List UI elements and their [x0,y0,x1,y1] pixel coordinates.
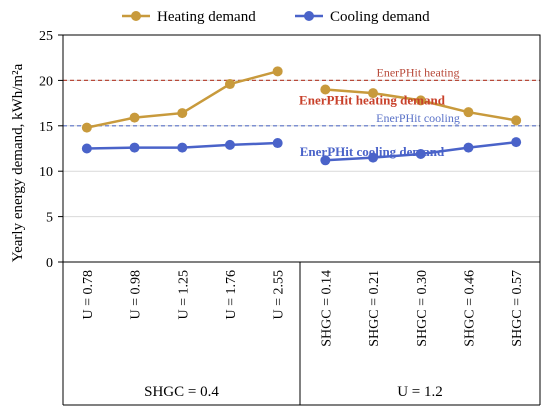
series-0-point-4 [272,66,283,77]
y-tick-label-20: 20 [39,74,53,89]
x-category-label-8: SHGC = 0.46 [462,270,477,347]
y-tick-labels: 0 5 10 15 20 25 [39,29,53,271]
y-tick-label-25: 25 [39,29,53,44]
x-category-labels: U = 0.78 U = 0.98 U = 1.25 U = 1.76 U = 2.55… [81,270,525,347]
series-1-point-4 [272,138,283,149]
reference-line-label-1: EnerPHit cooling [376,111,460,125]
y-tick-label-5: 5 [46,211,53,226]
y-tick-label-0: 0 [46,256,53,271]
x-group-labels: SHGC = 0.4 U = 1.2 [144,384,443,400]
annotation-cooling: EnerPHit cooling demand [300,144,445,159]
series-0-point-5 [320,84,331,95]
y-tick-label-15: 15 [39,120,53,135]
legend-heating-marker [131,11,141,21]
plot-frame [58,34,541,406]
data-series [81,66,522,166]
series-1-point-7 [415,148,426,159]
x-category-label-4: U = 2.55 [272,270,287,320]
series-1-point-1 [129,142,140,153]
legend-heating-label: Heating demand [157,9,256,25]
x-category-label-9: SHGC = 0.57 [510,270,525,347]
x-category-label-1: U = 0.98 [129,270,144,320]
x-category-label-3: U = 1.76 [224,270,239,320]
series-0-point-8 [463,107,474,118]
y-axis-title: Yearly energy demand, kWh/m²a [10,63,26,262]
series-1-point-6 [368,152,379,163]
series-0-point-9 [511,115,522,126]
series-0-point-7 [415,95,426,106]
x-group-label-0: SHGC = 0.4 [144,384,219,400]
legend: Heating demand Cooling demand [122,9,430,25]
reference-lines: EnerPHit heating EnerPHit cooling [63,65,540,127]
x-category-label-7: SHGC = 0.30 [415,270,430,347]
series-1-point-5 [320,155,331,166]
series-1-point-9 [511,137,522,148]
series-0-point-2 [177,108,188,119]
series-0-point-6 [368,88,379,99]
annotations: EnerPHit heating demand EnerPHit cooling … [299,92,446,158]
series-1-point-2 [177,142,188,153]
series-0-point-0 [81,122,92,133]
x-category-label-5: SHGC = 0.14 [319,270,334,347]
series-0-line-group-0 [86,70,278,129]
y-tick-label-10: 10 [39,165,53,180]
reference-line-label-0: EnerPHit heating [377,65,460,79]
legend-cooling-label: Cooling demand [330,9,430,25]
legend-cooling-marker [304,11,314,21]
x-group-label-1: U = 1.2 [397,384,443,400]
x-category-label-2: U = 1.25 [176,270,191,320]
x-category-label-0: U = 0.78 [81,270,96,320]
series-1-point-8 [463,142,474,153]
series-0-point-1 [129,112,140,123]
plot-border [62,34,541,263]
series-1-point-0 [81,143,92,154]
series-0-point-3 [224,79,235,90]
series-1-point-3 [224,139,235,150]
annotation-heating: EnerPHit heating demand [299,92,446,107]
x-category-label-6: SHGC = 0.21 [367,270,382,347]
